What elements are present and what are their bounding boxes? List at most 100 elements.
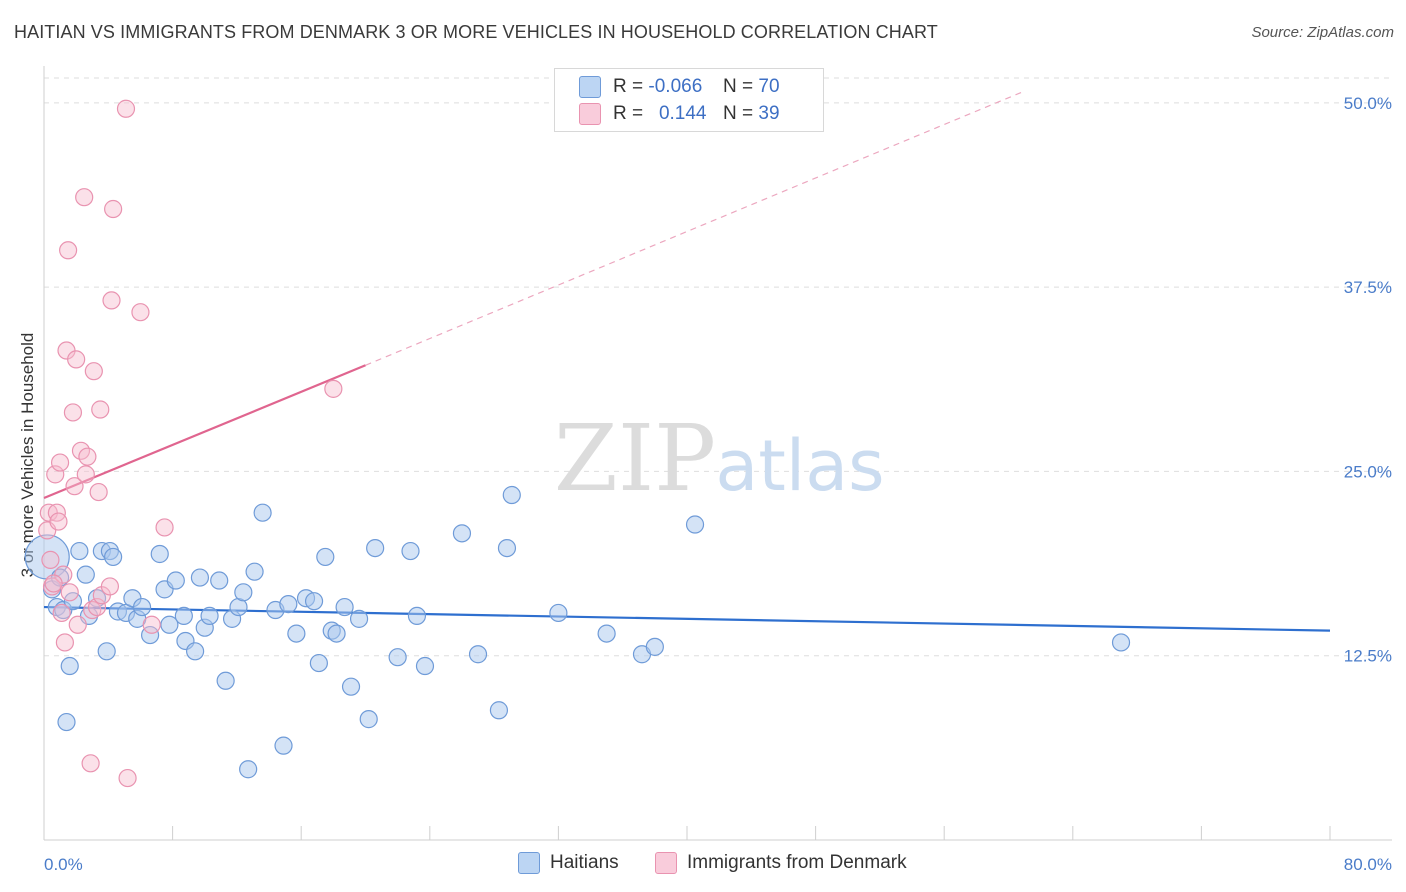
point-denmark (68, 615, 87, 634)
point-haitians (407, 606, 427, 626)
point-denmark (116, 99, 136, 118)
point-haitians (239, 760, 258, 779)
point-denmark (41, 550, 60, 569)
watermark-zip: ZIP (554, 405, 716, 512)
legend-swatch-blue (518, 852, 540, 874)
point-haitians (349, 609, 369, 628)
legend-r-label: R = (613, 76, 644, 97)
point-haitians (60, 656, 79, 676)
point-haitians (174, 606, 193, 626)
trend-line-denmark-extended (365, 90, 1025, 366)
point-haitians (327, 624, 346, 643)
series-legend: Haitians Immigrants from Denmark (0, 852, 1406, 878)
point-denmark (89, 482, 108, 502)
point-haitians (359, 710, 378, 729)
trend-lines (43, 90, 1331, 632)
x-tick-label: 80.0% (1344, 855, 1392, 874)
point-denmark (142, 615, 161, 634)
point-denmark (78, 447, 97, 466)
point-haitians (274, 736, 293, 755)
point-haitians (150, 544, 169, 564)
point-haitians (132, 597, 152, 617)
point-denmark (84, 362, 103, 381)
y-tick-label: 25.0% (1344, 462, 1392, 481)
point-denmark (91, 400, 110, 419)
point-haitians (104, 547, 123, 567)
point-haitians (489, 701, 509, 720)
point-haitians (190, 568, 210, 587)
legend-row-denmark: R = 0.144 N = 39 (579, 101, 780, 127)
y-tick-label: 37.5% (1344, 278, 1392, 297)
point-haitians (186, 642, 205, 661)
legend-n-label: N = (723, 76, 754, 97)
point-denmark (155, 518, 174, 537)
series-legend-denmark[interactable]: Immigrants from Denmark (655, 852, 907, 874)
legend-row-haitians: R = -0.066 N = 70 (579, 74, 780, 100)
point-haitians (70, 541, 89, 561)
legend-swatch-blue (579, 76, 601, 98)
point-haitians (401, 541, 420, 561)
correlation-legend: R = -0.066 N = 70 R = 0.144 N = 39 (554, 68, 824, 132)
legend-n-label: N = (723, 103, 754, 124)
point-haitians (97, 642, 116, 661)
point-denmark (67, 350, 86, 369)
point-denmark (118, 768, 137, 788)
point-haitians (166, 571, 185, 590)
legend-r-value: 0.144 (658, 103, 707, 124)
point-haitians (335, 597, 354, 617)
point-haitians (309, 653, 328, 673)
watermark: ZIP atlas (554, 405, 885, 512)
point-haitians (549, 603, 568, 623)
y-tick-label: 12.5% (1344, 647, 1392, 666)
legend-r-value: -0.066 (648, 76, 703, 97)
point-denmark (324, 379, 343, 398)
point-haitians (216, 671, 235, 690)
point-haitians (1111, 633, 1131, 652)
point-haitians (366, 538, 385, 558)
point-haitians (452, 524, 472, 543)
trend-line-haitians (43, 605, 1331, 632)
point-denmark (50, 453, 70, 472)
point-denmark (81, 754, 100, 773)
chart-title: HAITIAN VS IMMIGRANTS FROM DENMARK 3 OR … (14, 22, 938, 42)
data-points (24, 99, 1131, 788)
point-haitians (234, 583, 253, 602)
legend-n-value: 39 (758, 103, 780, 124)
point-denmark (52, 603, 71, 623)
point-haitians (597, 624, 616, 643)
series-legend-haitians[interactable]: Haitians (518, 852, 619, 874)
y-tick-label: 50.0% (1344, 94, 1392, 113)
point-denmark (44, 574, 63, 593)
point-denmark (75, 188, 94, 207)
point-haitians (287, 624, 306, 643)
point-denmark (87, 597, 107, 617)
point-haitians (253, 503, 272, 522)
point-denmark (49, 512, 68, 531)
point-haitians (76, 565, 95, 584)
point-haitians (415, 656, 435, 676)
point-denmark (83, 600, 102, 620)
source-credit: Source: ZipAtlas.com (1251, 24, 1394, 41)
point-haitians (502, 485, 521, 505)
series-legend-label: Haitians (550, 852, 619, 873)
point-haitians (468, 645, 488, 664)
point-haitians (341, 677, 361, 696)
point-denmark (131, 303, 150, 322)
point-denmark (42, 577, 62, 596)
point-haitians (685, 515, 705, 534)
point-haitians (388, 648, 407, 667)
point-denmark (65, 477, 84, 496)
point-denmark (60, 583, 79, 602)
point-denmark (63, 403, 83, 422)
point-haitians (160, 615, 179, 634)
point-denmark (100, 577, 120, 596)
axes (43, 66, 1392, 841)
legend-n-value: 70 (758, 76, 780, 97)
trend-line-denmark (43, 364, 366, 499)
point-denmark (104, 199, 123, 219)
point-haitians (200, 606, 219, 626)
point-haitians (245, 562, 264, 581)
tick-labels: 12.5% 25.0% 37.5% 50.0% 0.0% 80.0% (44, 94, 1392, 874)
point-haitians (279, 595, 298, 614)
